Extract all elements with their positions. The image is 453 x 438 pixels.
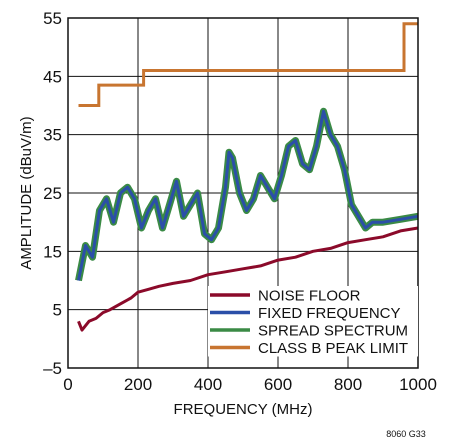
x-tick-label: 600: [264, 375, 292, 394]
x-tick-label: 0: [63, 375, 72, 394]
series-layer: [75, 22, 419, 332]
x-tick-label: 400: [194, 375, 222, 394]
series-line-noise-floor: [77, 226, 419, 332]
legend-bg: [208, 321, 418, 339]
x-tick-label: 1000: [399, 375, 437, 394]
x-tick-label: 200: [124, 375, 152, 394]
legend-bg: [208, 286, 418, 304]
legend-label-noise-floor: NOISE FLOOR: [258, 288, 361, 305]
figure-note: 8060 G33: [386, 429, 426, 438]
y-axis-label: AMPLITUDE (dBuV/m): [18, 116, 35, 269]
y-tick-label: 45: [43, 67, 62, 86]
legend-bg: [208, 338, 418, 357]
x-axis-label: FREQUENCY (MHz): [174, 401, 313, 418]
y-tick-label: 35: [43, 126, 62, 145]
x-tick-labels: 0 200 400 600 800 1000: [63, 375, 437, 394]
legend-label-fixed-frequency: FIXED FREQUENCY: [258, 305, 401, 322]
plot-frame: [67, 17, 419, 369]
x-tick-label: 800: [334, 375, 362, 394]
y-tick-label: –5: [43, 359, 62, 378]
legend-label-class-b-peak-limit: CLASS B PEAK LIMIT: [258, 340, 408, 357]
y-tick-labels: –5 5 15 25 35 45 55: [43, 9, 62, 378]
y-tick-label: 15: [43, 242, 62, 261]
y-tick-label: 25: [43, 184, 62, 203]
legend-label-spread-spectrum: SPREAD SPECTRUM: [258, 323, 408, 340]
y-tick-label: 55: [43, 9, 62, 28]
series-line-fixed-frequency: [77, 109, 419, 281]
series-line-class-b-peak-limit: [78, 22, 418, 107]
y-tick-label: 5: [53, 301, 62, 320]
legend-bg: [208, 303, 418, 322]
